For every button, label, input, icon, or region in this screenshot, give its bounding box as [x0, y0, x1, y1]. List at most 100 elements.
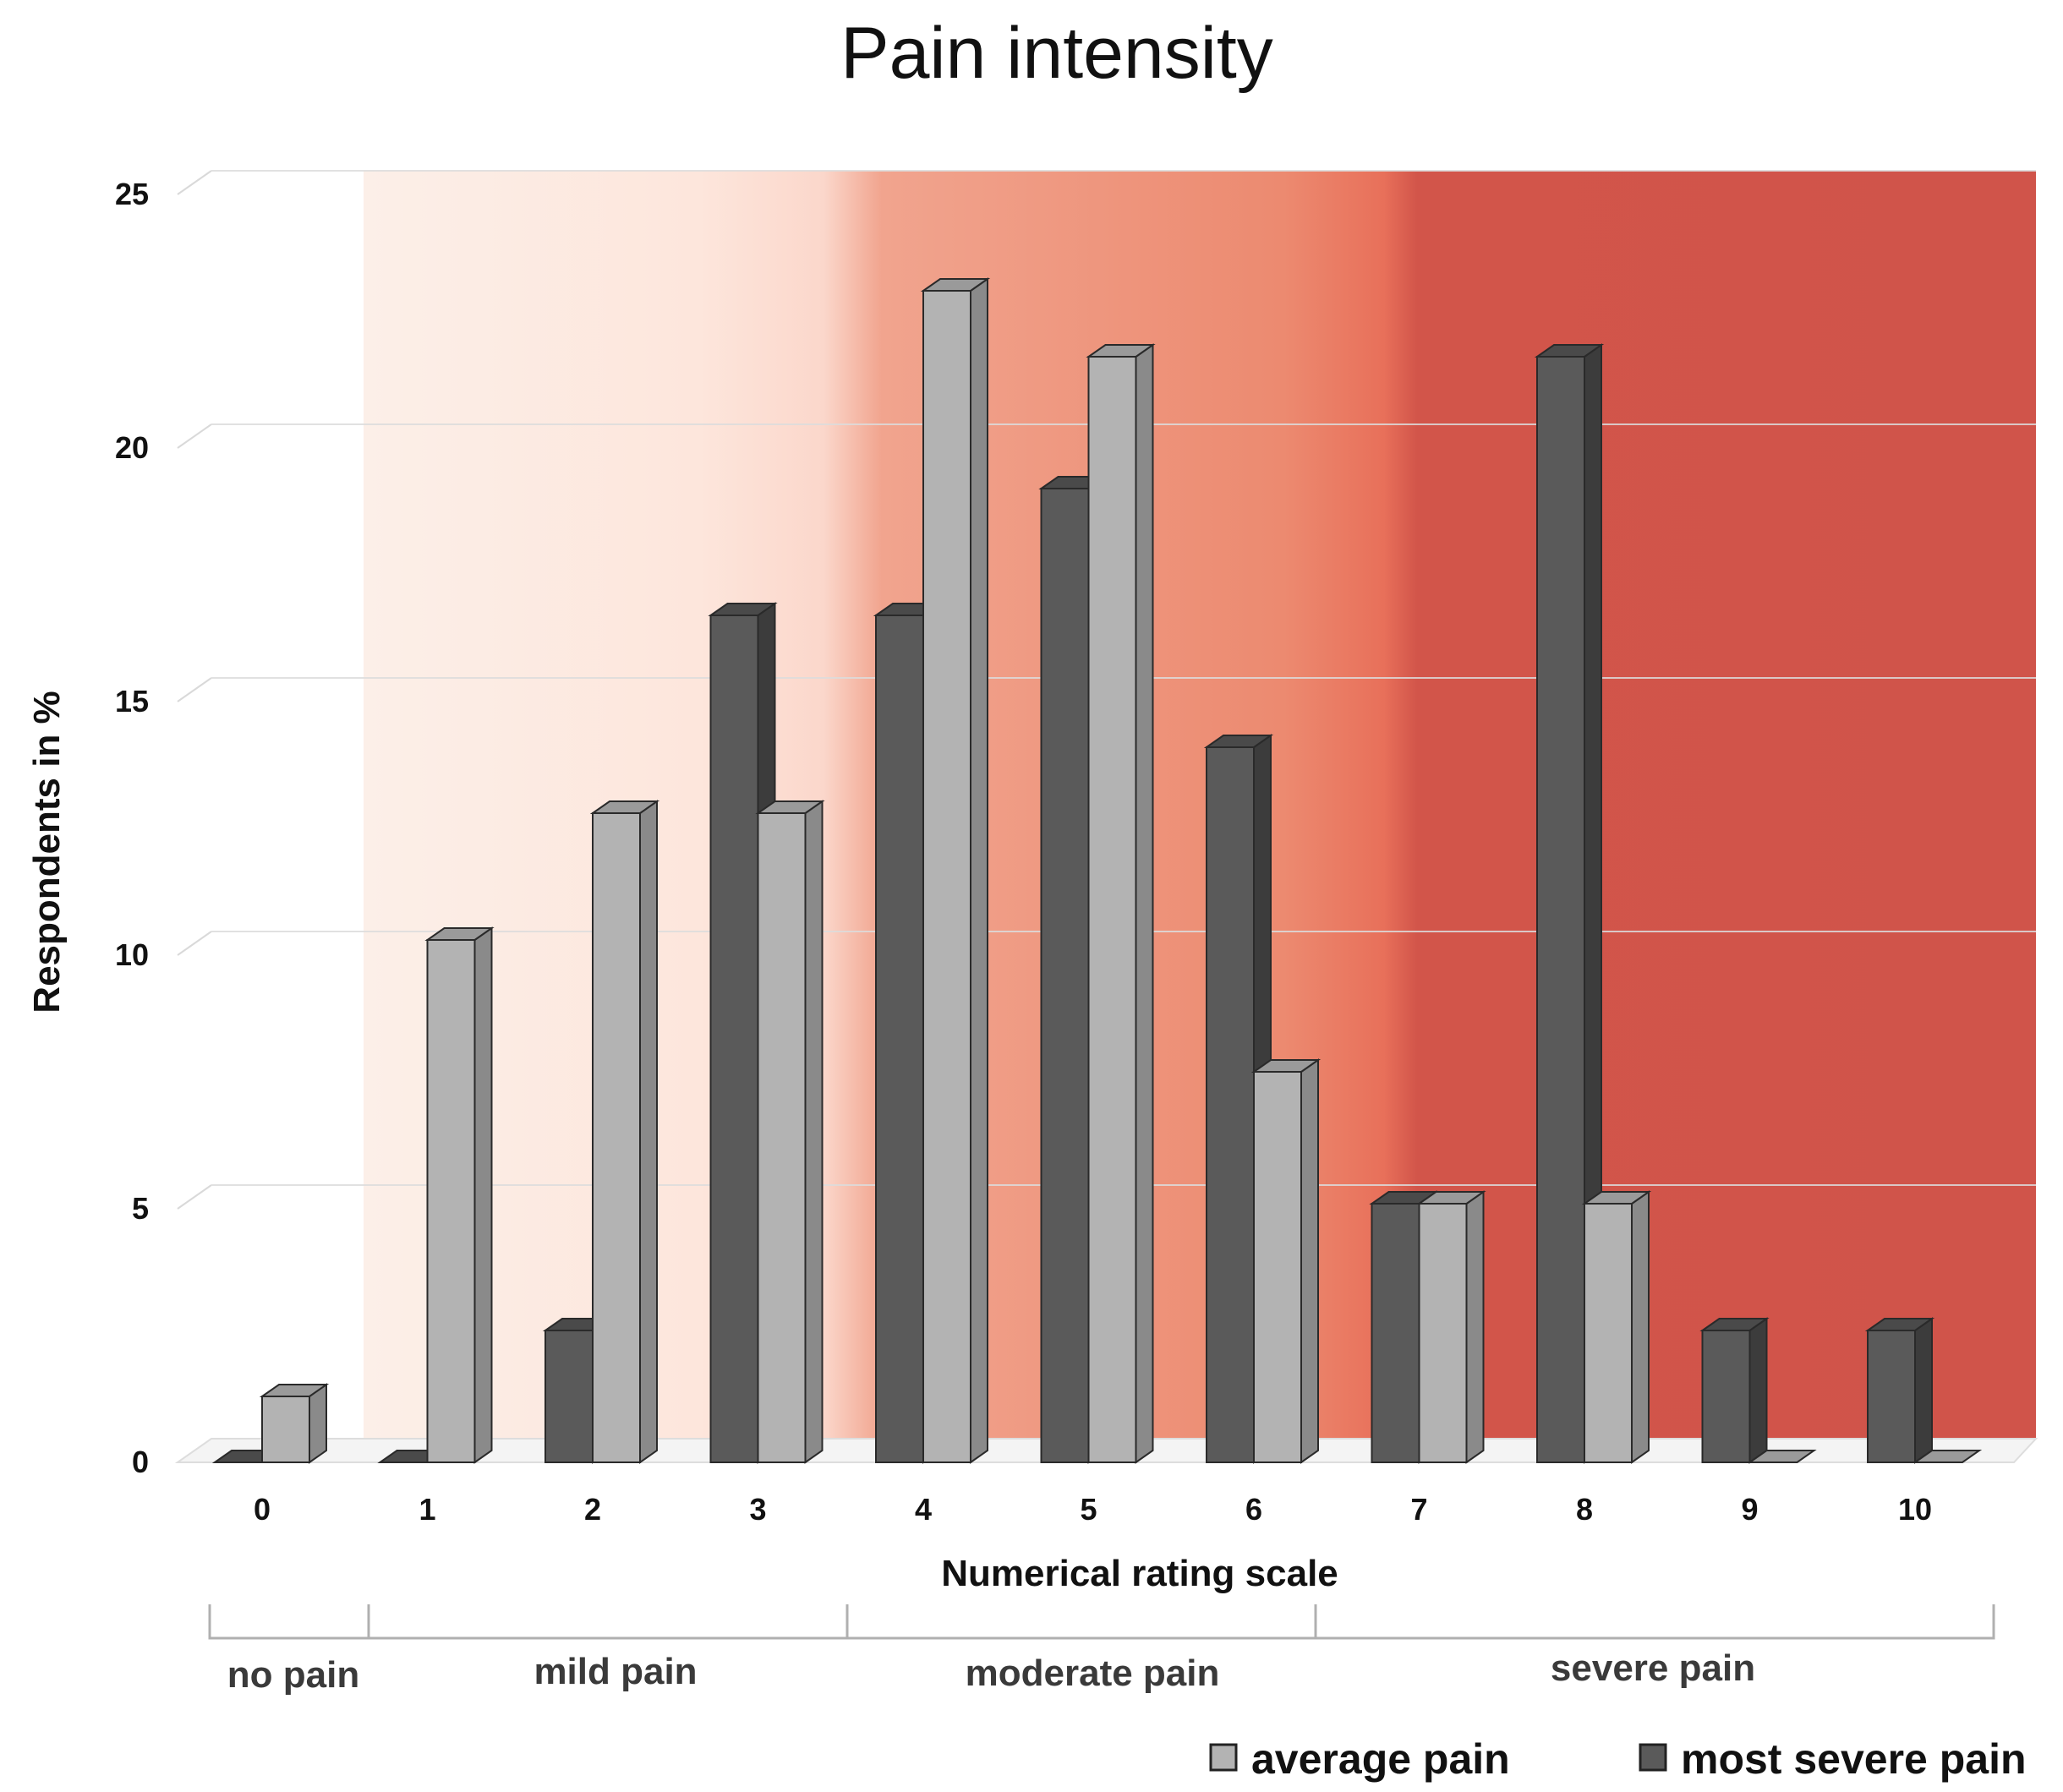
bar-most-severe-pain-10-top: [1864, 1318, 1935, 1331]
bar-average-pain-5: [1086, 343, 1156, 1464]
y-tick-label: 25: [115, 177, 149, 211]
bar-most-severe-pain-2-front: [544, 1330, 594, 1463]
bar-average-pain-2-front: [592, 812, 641, 1463]
bar-average-pain-3: [755, 800, 825, 1464]
bar-average-pain-1-side: [473, 926, 493, 1464]
bar-average-pain-6-side: [1300, 1058, 1319, 1464]
bar-average-pain-4: [920, 277, 991, 1464]
bar-average-pain-8-top: [1581, 1191, 1652, 1205]
bar-average-pain-6: [1250, 1058, 1322, 1464]
bar-average-pain-4-front: [922, 290, 971, 1463]
bracket-no-pain: [208, 1604, 370, 1640]
bracket-moderate-pain: [847, 1604, 1317, 1640]
bar-average-pain-4-side: [970, 277, 988, 1464]
gridline-side: [177, 170, 212, 195]
bar-average-pain-2: [589, 800, 660, 1464]
bar-most-severe-pain-8-front: [1536, 356, 1585, 1463]
bracket-mild-pain: [369, 1604, 849, 1640]
bar-most-severe-pain-8-top: [1534, 344, 1605, 358]
bar-average-pain-0-front: [261, 1396, 310, 1463]
y-tick-label: 20: [115, 430, 149, 465]
bar-average-pain-2-top: [589, 800, 660, 814]
y-tick-label: 0: [132, 1445, 149, 1479]
bar-average-pain-4-top: [920, 278, 991, 292]
bar-most-severe-pain-3-front: [709, 615, 759, 1463]
bar-average-pain-9: [1747, 1450, 1817, 1463]
bar-most-severe-pain-10-front: [1867, 1330, 1916, 1463]
gridline-side: [177, 931, 212, 956]
bar-average-pain-1-front: [426, 939, 476, 1463]
band-brackets: [208, 1604, 1995, 1640]
bracket-severe-pain: [1316, 1604, 1995, 1640]
legend-swatch-average-pain: [1209, 1743, 1238, 1772]
band-label-severe-pain: severe pain: [1551, 1647, 1755, 1689]
y-tick-label: 5: [132, 1191, 149, 1226]
bar-average-pain-0: [259, 1383, 330, 1464]
bar-most-severe-pain-3-top: [708, 603, 778, 616]
legend-swatch-most-severe-pain: [1639, 1743, 1667, 1772]
x-tick-label: 6: [1245, 1492, 1262, 1527]
bar-most-severe-pain-10-side: [1914, 1317, 1933, 1464]
bar-average-pain-7-side: [1465, 1190, 1485, 1464]
band-label-moderate-pain: moderate pain: [966, 1653, 1220, 1694]
bar-most-severe-pain-5-front: [1040, 488, 1090, 1463]
band-label-mild-pain: mild pain: [534, 1651, 697, 1692]
x-axis-label: Numerical rating scale: [941, 1553, 1338, 1594]
bar-most-severe-pain-7-front: [1371, 1203, 1420, 1463]
y-axis-label: Respondents in %: [26, 691, 68, 1013]
bar-average-pain-7-front: [1418, 1203, 1468, 1463]
bar-average-pain-8-front: [1584, 1203, 1633, 1463]
legend-label-average-pain: average pain: [1251, 1735, 1510, 1783]
y-tick-label: 15: [115, 684, 149, 718]
x-tick-label: 1: [419, 1492, 435, 1527]
x-tick-label: 4: [915, 1492, 932, 1527]
bar-average-pain-1: [424, 926, 495, 1464]
bar-most-severe-pain-9-side: [1748, 1317, 1768, 1464]
x-tick-label: 3: [749, 1492, 766, 1527]
chart-title: Pain intensity: [840, 13, 1273, 94]
bar-most-severe-pain-4-front: [875, 615, 924, 1463]
bar-average-pain-7: [1416, 1190, 1486, 1464]
x-tick-label: 8: [1576, 1492, 1593, 1527]
bar-average-pain-5-front: [1087, 356, 1137, 1463]
bar-average-pain-6-top: [1250, 1059, 1322, 1073]
legend: average pain most severe pain: [1209, 1735, 2027, 1783]
gridline-side: [177, 677, 212, 702]
legend-label-most-severe-pain: most severe pain: [1681, 1735, 2027, 1783]
bar-most-severe-pain-9: [1699, 1317, 1770, 1464]
x-tick-label: 9: [1741, 1492, 1758, 1527]
bar-average-pain-6-front: [1253, 1071, 1302, 1463]
gridline-side: [177, 1184, 212, 1210]
x-tick-label: 2: [584, 1492, 601, 1527]
y-tick-label: 10: [115, 937, 149, 972]
y-axis-ticks: 0 5 10 15 20 25: [115, 177, 149, 1479]
bar-average-pain-10: [1912, 1450, 1983, 1463]
x-axis-ticks: 0 1 2 3 4 5 6 7 8 9 10: [254, 1492, 1932, 1527]
bar-average-pain-3-top: [755, 800, 825, 814]
x-tick-label: 10: [1898, 1492, 1932, 1527]
bar-average-pain-8-side: [1631, 1190, 1650, 1464]
bar-average-pain-0-top: [259, 1384, 330, 1397]
bar-average-pain-5-top: [1086, 344, 1156, 358]
bar-most-severe-pain-10: [1864, 1317, 1935, 1464]
band-label-no-pain: no pain: [227, 1654, 359, 1696]
bar-average-pain-3-side: [804, 800, 824, 1464]
bar-average-pain-3-front: [757, 812, 807, 1463]
x-tick-label: 5: [1080, 1492, 1097, 1527]
bar-average-pain-8: [1581, 1190, 1652, 1464]
bar-average-pain-1-top: [424, 927, 495, 941]
bars: [211, 277, 1983, 1464]
bar-average-pain-9-top: [1747, 1450, 1817, 1463]
bar-most-severe-pain-6-front: [1206, 746, 1255, 1463]
bar-most-severe-pain-6-top: [1203, 735, 1274, 748]
gridline-side: [177, 423, 212, 449]
bar-average-pain-10-top: [1912, 1450, 1983, 1463]
x-tick-label: 7: [1410, 1492, 1427, 1527]
bar-average-pain-0-side: [309, 1383, 327, 1464]
bar-average-pain-2-side: [639, 800, 658, 1464]
bar-most-severe-pain-8: [1534, 343, 1605, 1464]
bar-average-pain-7-top: [1416, 1191, 1486, 1205]
x-tick-label: 0: [254, 1492, 271, 1527]
bar-most-severe-pain-9-front: [1701, 1330, 1751, 1463]
